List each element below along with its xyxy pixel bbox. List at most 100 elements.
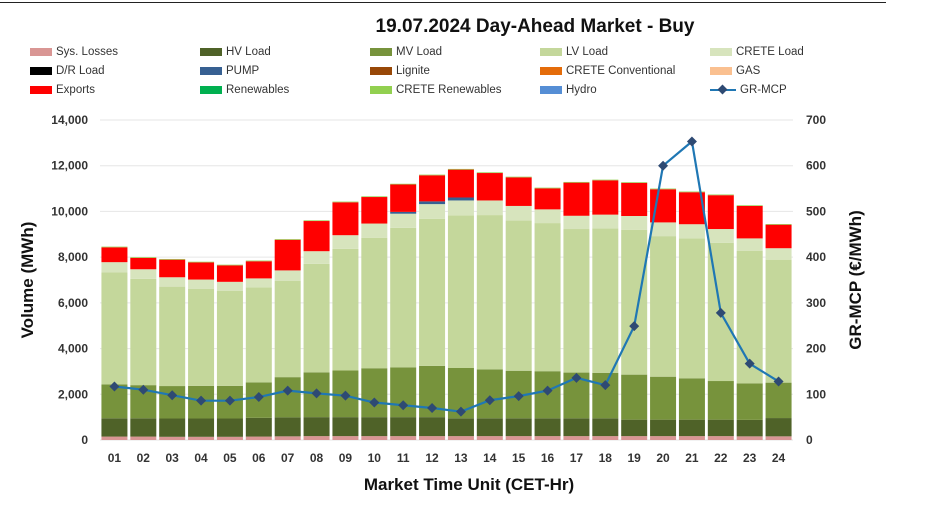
mcp-marker (340, 390, 351, 401)
legend-label: GR-MCP (740, 84, 787, 96)
x-tick-label: 07 (281, 451, 295, 465)
bar-segment-crete-renewables (534, 187, 561, 189)
legend-swatch (370, 67, 392, 75)
bar-segment-crete-renewables (736, 205, 763, 206)
bar-segment-crete-load (592, 214, 619, 229)
bar-segment-mv-load (476, 369, 503, 419)
legend-label: CRETE Renewables (396, 84, 502, 96)
bar-segment-sys-losses (592, 436, 619, 440)
legend-item: Exports (30, 82, 200, 98)
x-tick-label: 02 (137, 451, 151, 465)
bar-segment-exports (390, 184, 417, 212)
bar-segment-crete-load (361, 223, 388, 238)
x-tick-label: 16 (541, 451, 555, 465)
bar-segment-mv-load (274, 377, 301, 418)
legend-item: CRETE Load (710, 44, 880, 60)
bar-segment-exports (274, 239, 301, 271)
y-tick-label: 14,000 (51, 113, 88, 127)
bar-segment-sys-losses (621, 436, 648, 440)
bar-segment-hv-load (678, 419, 705, 437)
bar-segment-exports (765, 224, 792, 249)
bar-segment-crete-load (505, 205, 532, 221)
y2-tick-label: 500 (806, 204, 826, 218)
bar-segment-crete-renewables (130, 257, 157, 258)
bar-segment-crete-load (765, 248, 792, 260)
mcp-marker (253, 392, 264, 403)
bar-segment-lv-load (390, 227, 417, 368)
mcp-marker (571, 372, 582, 383)
bar-segment-lv-load (159, 286, 186, 387)
legend-swatch (200, 48, 222, 56)
mcp-marker (224, 395, 235, 406)
legend-line-swatch (710, 84, 736, 95)
bar-segment-sys-losses (534, 436, 561, 440)
mcp-marker (513, 391, 524, 402)
mcp-marker (542, 385, 553, 396)
top-rule (0, 2, 886, 3)
bar-segment-crete-load (707, 229, 734, 243)
bar-segment-lv-load (592, 228, 619, 373)
bar-segment-crete-load (332, 235, 359, 249)
x-tick-label: 19 (628, 451, 642, 465)
bar-segment-hv-load (188, 418, 215, 437)
bar-segment-lv-load (130, 278, 157, 386)
bar-segment-mv-load (592, 372, 619, 419)
bar-segment-sys-losses (303, 436, 330, 440)
bar-segment-pump (447, 197, 474, 201)
bar-segment-lv-load (419, 218, 446, 366)
y2-tick-label: 0 (806, 433, 813, 447)
x-tick-label: 13 (454, 451, 468, 465)
bar-segment-exports (159, 259, 186, 278)
bar-segment-hv-load (130, 418, 157, 437)
bar-segment-lv-load (765, 259, 792, 383)
mcp-marker (311, 388, 322, 399)
bar-segment-crete-renewables (216, 264, 243, 266)
legend-swatch (370, 86, 392, 94)
legend-swatch (370, 48, 392, 56)
bar-segment-crete-load (130, 269, 157, 279)
bar-segment-crete-renewables (707, 194, 734, 196)
bar-segment-hv-load (650, 419, 677, 437)
bar-segment-crete-renewables (592, 179, 619, 181)
y-tick-label: 6,000 (58, 296, 88, 310)
legend-label: Renewables (226, 84, 290, 96)
bar-segment-lv-load (534, 223, 561, 372)
bar-segment-crete-load (534, 209, 561, 224)
bar-segment-crete-load (563, 215, 590, 230)
mcp-marker (484, 395, 495, 406)
x-tick-label: 03 (166, 451, 180, 465)
bar-segment-lv-load (303, 263, 330, 373)
x-tick-label: 22 (714, 451, 728, 465)
bar-segment-sys-losses (361, 436, 388, 440)
bar-segment-sys-losses (678, 436, 705, 440)
legend-swatch (30, 86, 52, 94)
legend-label: D/R Load (56, 65, 105, 77)
legend: Sys. Losses HV Load MV Load LV Load CRETE Lo… (30, 44, 890, 98)
bar-segment-crete-renewables (678, 191, 705, 193)
bar-segment-sys-losses (216, 436, 243, 440)
bar-segment-mv-load (621, 374, 648, 420)
bar-segment-crete-load (390, 213, 417, 228)
bar-segment-hv-load (736, 419, 763, 437)
legend-label: Exports (56, 84, 95, 96)
bar-segment-crete-renewables (505, 176, 532, 178)
legend-swatch (710, 67, 732, 75)
bar-segment-hv-load (621, 419, 648, 437)
bar-segment-crete-load (447, 200, 474, 216)
legend-item: D/R Load (30, 63, 200, 79)
bar-segment-sys-losses (765, 436, 792, 440)
y2-tick-label: 300 (806, 296, 826, 310)
bar-segment-crete-load (188, 279, 215, 289)
y2-tick-label: 200 (806, 342, 826, 356)
x-tick-label: 05 (223, 451, 237, 465)
bar-segment-exports (332, 202, 359, 236)
bar-segment-exports (245, 261, 272, 279)
bar-segment-sys-losses (245, 436, 272, 440)
legend-label: Sys. Losses (56, 46, 118, 58)
legend-label: Lignite (396, 65, 430, 77)
legend-swatch (540, 67, 562, 75)
x-tick-label: 20 (656, 451, 670, 465)
bar-segment-hv-load (303, 417, 330, 437)
y2-axis-label: GR-MCP (€/MWh) (846, 210, 865, 349)
bar-segment-exports (563, 182, 590, 216)
